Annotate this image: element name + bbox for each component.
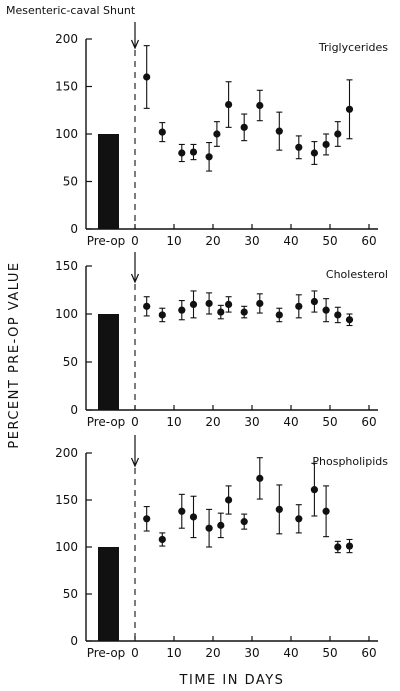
preop-bar bbox=[98, 314, 119, 410]
data-point bbox=[345, 105, 354, 113]
x-tick-label: 40 bbox=[283, 234, 298, 248]
data-point bbox=[189, 513, 198, 521]
data-point bbox=[143, 73, 151, 81]
data-point bbox=[178, 149, 186, 157]
preop-bar bbox=[98, 134, 119, 229]
data-point bbox=[225, 300, 233, 308]
y-tick-label: 100 bbox=[55, 540, 78, 554]
data-point bbox=[256, 101, 264, 110]
surgery-arrow-head bbox=[130, 273, 140, 284]
data-point bbox=[205, 524, 213, 532]
data-point bbox=[205, 153, 213, 161]
data-point bbox=[240, 123, 248, 131]
y-tick-label: 50 bbox=[63, 175, 78, 189]
data-point bbox=[240, 308, 248, 316]
x-tick-label: 50 bbox=[322, 415, 337, 429]
x-tick-label: 30 bbox=[244, 646, 259, 660]
chart-panel-2: 0 50 100 150 Pre-op 0 10 20 30 40 50 60 Cholesterol bbox=[55, 252, 388, 429]
data-point bbox=[322, 140, 330, 149]
data-point bbox=[275, 311, 283, 319]
x-tick-label: 0 bbox=[131, 234, 139, 248]
data-point bbox=[295, 143, 303, 151]
x-tick-label: 10 bbox=[166, 415, 181, 429]
y-tick-label: 50 bbox=[63, 587, 78, 601]
chart-panel-3: 0 50 100 150 200 Pre-op 0 10 20 30 40 50 60 Phospholi… bbox=[55, 435, 388, 660]
x-tick-label: 60 bbox=[361, 415, 376, 429]
x-tick-label: 20 bbox=[205, 234, 220, 248]
data-point bbox=[240, 518, 248, 526]
data-point bbox=[256, 299, 264, 308]
x-tick-label: 0 bbox=[131, 646, 139, 660]
data-point bbox=[178, 306, 186, 314]
x-tick-label: 40 bbox=[283, 646, 298, 660]
y-tick-label: 0 bbox=[70, 403, 78, 417]
data-point bbox=[295, 302, 303, 310]
x-tick-label: 30 bbox=[244, 415, 259, 429]
data-point bbox=[213, 130, 221, 138]
data-point bbox=[158, 128, 166, 136]
data-point bbox=[225, 496, 233, 504]
data-point bbox=[275, 505, 283, 513]
x-tick-label: 20 bbox=[205, 415, 220, 429]
panel-title: Cholesterol bbox=[326, 268, 388, 281]
data-point bbox=[275, 127, 283, 135]
y-tick-label: 50 bbox=[63, 355, 78, 369]
surgery-arrow-head bbox=[130, 39, 140, 50]
y-axis-label: PERCENT PRE-OP VALUE bbox=[7, 261, 22, 448]
data-point bbox=[217, 308, 225, 316]
x-tick-label: Pre-op bbox=[87, 415, 126, 429]
surgery-arrow-head bbox=[130, 457, 140, 468]
y-tick-label: 200 bbox=[55, 32, 78, 46]
data-point bbox=[310, 297, 318, 306]
preop-bar bbox=[98, 547, 119, 641]
data-point bbox=[158, 311, 166, 319]
y-tick-label: 150 bbox=[55, 493, 78, 507]
y-tick-label: 0 bbox=[70, 222, 78, 236]
data-point bbox=[310, 486, 318, 494]
data-point bbox=[225, 100, 233, 109]
x-tick-label: 60 bbox=[361, 234, 376, 248]
data-point bbox=[345, 542, 354, 550]
data-point bbox=[217, 521, 225, 529]
y-tick-label: 0 bbox=[70, 634, 78, 648]
data-point bbox=[205, 299, 213, 308]
data-point bbox=[178, 507, 186, 515]
panel-title: Phospholipids bbox=[312, 455, 388, 468]
x-tick-label: 0 bbox=[131, 415, 139, 429]
data-point bbox=[334, 543, 342, 551]
x-tick-label: Pre-op bbox=[87, 234, 126, 248]
x-tick-label: 50 bbox=[322, 646, 337, 660]
data-point bbox=[322, 507, 330, 515]
data-point bbox=[158, 535, 166, 544]
data-point bbox=[334, 130, 342, 138]
y-tick-label: 200 bbox=[55, 446, 78, 460]
data-point bbox=[189, 300, 198, 308]
x-tick-label: 20 bbox=[205, 646, 220, 660]
x-tick-label: 10 bbox=[166, 234, 181, 248]
y-tick-label: 150 bbox=[55, 259, 78, 273]
data-point bbox=[256, 474, 264, 482]
x-tick-label: Pre-op bbox=[87, 646, 126, 660]
data-point bbox=[143, 515, 151, 523]
data-point bbox=[143, 302, 151, 310]
data-point bbox=[295, 515, 303, 523]
x-axis-label: TIME IN DAYS bbox=[179, 673, 285, 688]
data-point bbox=[334, 311, 342, 319]
figure-title: Mesenteric-caval Shunt bbox=[6, 4, 136, 17]
y-tick-label: 100 bbox=[55, 307, 78, 321]
data-point bbox=[189, 148, 198, 156]
panel-title: Triglycerides bbox=[318, 41, 388, 54]
x-tick-label: 10 bbox=[166, 646, 181, 660]
x-tick-label: 30 bbox=[244, 234, 259, 248]
data-point bbox=[322, 306, 330, 314]
chart-panel-1: 0 50 100 150 200 Pre-op 0 10 20 30 40 50 60 Triglycer… bbox=[55, 22, 388, 248]
data-point bbox=[310, 149, 318, 157]
y-tick-label: 150 bbox=[55, 80, 78, 94]
data-point bbox=[345, 316, 354, 324]
x-tick-label: 50 bbox=[322, 234, 337, 248]
x-tick-label: 60 bbox=[361, 646, 376, 660]
y-tick-label: 100 bbox=[55, 127, 78, 141]
x-tick-label: 40 bbox=[283, 415, 298, 429]
